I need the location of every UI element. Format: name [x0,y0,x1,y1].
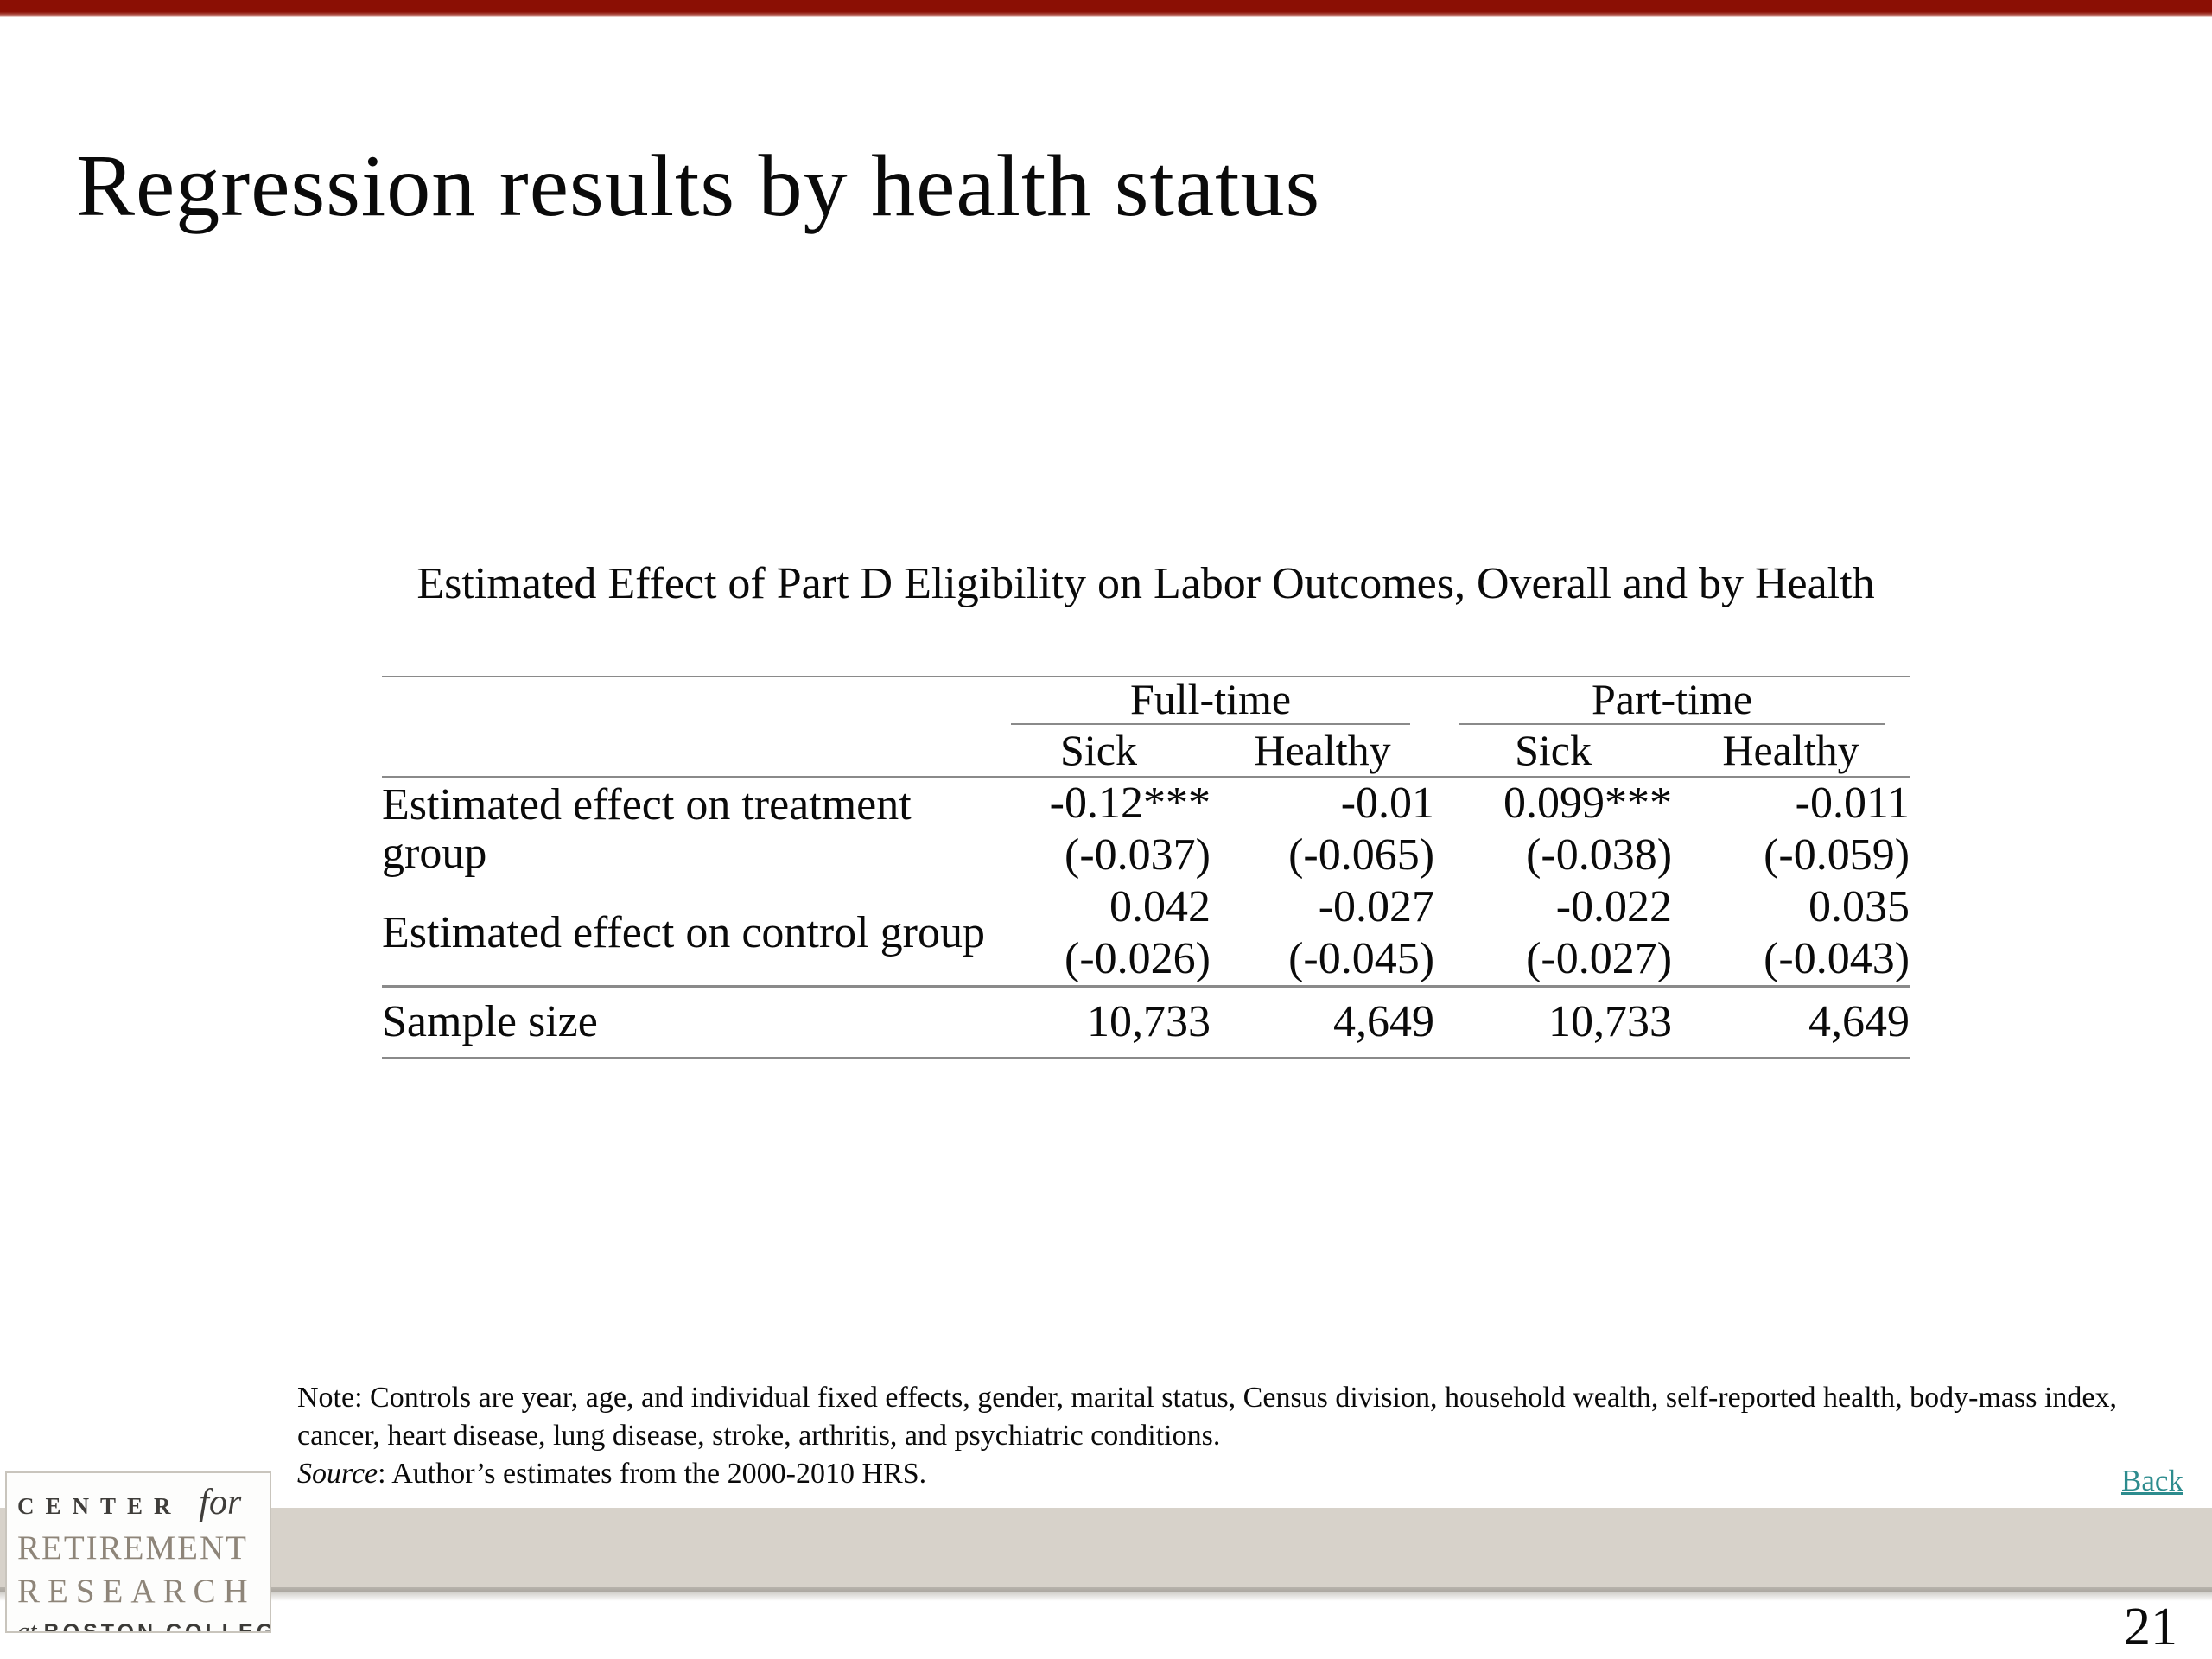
source-rest: : Author’s estimates from the 2000-2010 … [378,1458,927,1490]
group-header-full-time: Full-time [987,677,1434,725]
stderr-cell: (-0.027) [1526,934,1673,983]
estimate-cell: -0.12*** [1049,779,1211,828]
row-label-control: Estimated effect on control group [382,908,985,957]
col-header-healthy-fulltime: Healthy [1211,725,1435,778]
back-link[interactable]: Back [2121,1464,2183,1497]
col-header-sick-parttime: Sick [1434,725,1673,778]
note-text: Note: Controls are year, age, and indivi… [297,1382,2117,1452]
group-header-label: Full-time [1011,677,1411,725]
logo-center-text: CENTER [17,1493,182,1519]
source-label: Source [297,1458,378,1490]
table-row-treatment-stderrs: (-0.037) (-0.065) (-0.038) (-0.059) [382,830,1910,881]
logo-research-text: RESEARCH [17,1573,256,1610]
estimate-cell: -0.027 [1318,882,1435,931]
crr-logo: CENTER for RETIREMENT RESEARCH at BOSTON … [5,1471,271,1633]
logo-line-center-for: CENTER for [17,1482,270,1523]
stderr-cell: (-0.038) [1526,830,1673,880]
stderr-cell: (-0.045) [1288,934,1435,983]
sub-header-row: Sick Healthy Sick Healthy [382,725,1910,778]
group-header-part-time: Part-time [1434,677,1910,725]
row-label-treatment: Estimated effect on treatment group [382,780,912,878]
logo-for-text: for [199,1483,242,1522]
sample-value-cell: 10,733 [987,985,1211,1059]
table-row-sample-size: Sample size 10,733 4,649 10,733 4,649 [382,985,1910,1059]
empty-corner-cell [382,677,987,725]
estimate-cell: 0.042 [1109,882,1211,931]
estimate-cell: -0.011 [1795,779,1910,828]
col-header-healthy-parttime: Healthy [1672,725,1910,778]
top-red-bar [0,0,2212,17]
sample-value-cell: 10,733 [1434,985,1673,1059]
stderr-cell: (-0.037) [1065,830,1211,880]
stderr-cell: (-0.043) [1764,934,1910,983]
estimate-cell: -0.022 [1555,882,1673,931]
table-row-control-stderrs: (-0.026) (-0.045) (-0.027) (-0.043) [382,933,1910,987]
stderr-cell: (-0.065) [1288,830,1435,880]
logo-boston-college-text: BOSTON COLLEGE [43,1620,271,1633]
bottom-tan-bar [0,1508,2212,1601]
logo-at-text: at [17,1618,37,1633]
table-row-treatment-estimates: Estimated effect on treatment group -0.1… [382,777,1910,878]
stderr-cell: (-0.059) [1764,830,1910,880]
table-title: Estimated Effect of Part D Eligibility o… [416,559,1875,608]
sample-value-cell: 4,649 [1672,985,1910,1059]
empty-corner-cell [382,725,987,778]
group-header-row: Full-time Part-time [382,677,1910,725]
regression-results-table: Full-time Part-time Sick Healthy Sick He… [382,676,1910,1059]
logo-retirement-text: RETIREMENT [17,1529,248,1567]
page-title: Regression results by health status [76,137,1321,236]
footnote-block: Note: Controls are year, age, and indivi… [297,1379,2198,1493]
sample-value-cell: 4,649 [1211,985,1435,1059]
source-text: Source: Author’s estimates from the 2000… [297,1455,2198,1493]
row-label-sample-size: Sample size [382,985,987,1059]
group-header-label: Part-time [1459,677,1886,725]
page-number: 21 [2124,1598,2177,1656]
stderr-cell: (-0.026) [1065,934,1211,983]
col-header-sick-fulltime: Sick [987,725,1211,778]
table-row-control-estimates: Estimated effect on control group 0.042 … [382,881,1910,957]
estimate-cell: 0.035 [1808,882,1910,931]
estimate-cell: -0.01 [1340,779,1435,828]
estimate-cell: 0.099*** [1503,779,1673,828]
logo-line-boston-college: at BOSTON COLLEGE [17,1618,271,1633]
